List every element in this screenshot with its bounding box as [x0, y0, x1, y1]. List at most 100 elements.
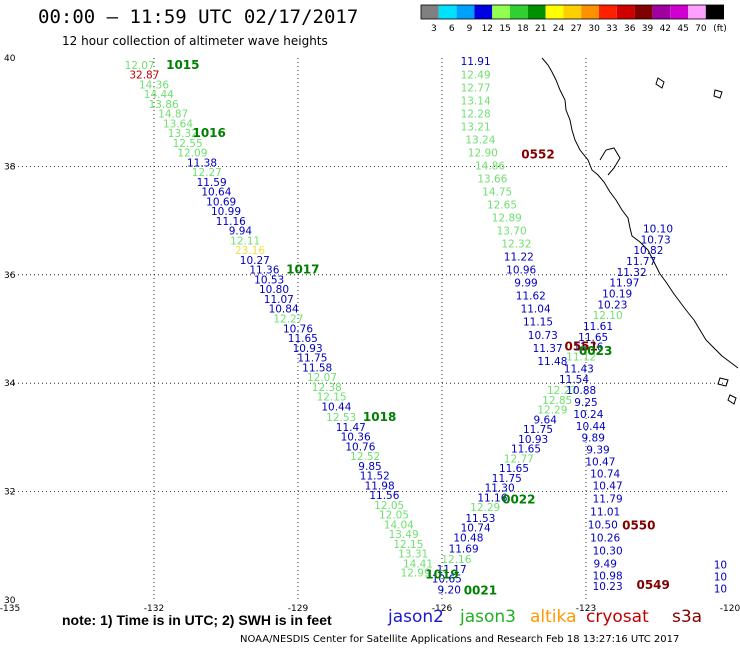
coastline [541, 57, 739, 369]
x-tick-label: -132 [144, 604, 164, 614]
wave-height-value: 10 [714, 560, 727, 572]
legend-swatch [545, 5, 564, 19]
legend-label: 30 [588, 24, 600, 34]
wave-height-value: 10 [714, 571, 727, 583]
wave-height-value: 11.98 [365, 480, 395, 492]
credit-line: NOAA/NESDIS Center for Satellite Applica… [240, 634, 680, 645]
legend-swatch [581, 5, 599, 19]
wave-height-value: 12.11 [230, 235, 260, 247]
wave-height-value: 12.05 [379, 510, 409, 522]
wave-height-value: 10.98 [593, 570, 623, 582]
wave-height-value: 12.27 [273, 313, 303, 325]
wave-height-value: 12.77 [461, 83, 491, 95]
wave-height-value: 13.14 [461, 96, 491, 108]
wave-height-value: 10.93 [293, 343, 323, 355]
wave-height-value: 10.10 [643, 224, 673, 236]
wave-height-value: 11.58 [302, 362, 332, 374]
legend-swatch [527, 5, 546, 19]
wave-height-value: 12.52 [350, 451, 380, 463]
wave-height-value: 11.43 [564, 363, 594, 375]
legend-swatch [492, 5, 510, 19]
wave-height-value: 10.96 [506, 265, 536, 277]
island [727, 394, 737, 405]
wave-height-value: 11.59 [197, 177, 227, 189]
wave-height-value: 13.32 [168, 128, 198, 140]
x-tick-label: -120 [720, 604, 740, 614]
wave-height-value: 12.10 [593, 310, 623, 322]
wave-height-value: 12.49 [461, 70, 491, 82]
wave-height-value: 9.89 [582, 433, 605, 445]
pass-time-label: 0549 [636, 578, 669, 592]
map-title: 00:00 – 11:59 UTC 02/17/2017 [38, 6, 359, 28]
wave-height-value: 10.44 [321, 401, 351, 413]
legend-label: 33 [606, 24, 617, 34]
wave-height-value: 9.20 [438, 584, 461, 596]
wave-height-value: 13.70 [497, 226, 527, 238]
wave-height-value: 11.07 [264, 294, 294, 306]
wave-height-value: 10.93 [518, 434, 548, 446]
pass-time-label: 0022 [502, 493, 535, 507]
wave-height-value: 11.16 [216, 216, 246, 228]
legend-swatch [652, 5, 671, 19]
wave-height-value: 14.44 [144, 89, 174, 101]
x-tick-label: -123 [576, 604, 596, 614]
wave-height-value: 12.55 [173, 138, 203, 150]
wave-height-value: 11.37 [533, 343, 563, 355]
wave-height-value: 10.44 [576, 421, 606, 433]
y-tick-label: 38 [4, 162, 16, 172]
wave-height-value: 12.32 [501, 239, 531, 251]
color-legend: 3 6 9 12 15 18 21 24 27 30 33 36 39 42 45 70 (ft) [420, 4, 727, 34]
legend-label: 39 [642, 24, 654, 34]
wave-height-value: 10.26 [590, 532, 620, 544]
pass-time-label: 0551 [564, 340, 597, 354]
wave-height-value: 11.17 [437, 564, 467, 576]
wave-height-value: 13.66 [477, 174, 507, 186]
wave-height-value: 13.64 [163, 118, 193, 130]
wave-height-value: 10.74 [590, 469, 620, 481]
wave-height-value: 10.47 [585, 457, 615, 469]
wave-height-value: 10.53 [254, 274, 284, 286]
wave-height-value: 10.74 [461, 523, 491, 535]
pass-time-label: 0023 [579, 344, 612, 358]
wave-height-value: 14.04 [384, 519, 414, 531]
wave-height-value: 14.86 [475, 161, 505, 173]
legend-swatch [634, 5, 653, 19]
wave-height-value: 10.99 [211, 206, 241, 218]
satellite-s3a: s3a [672, 607, 703, 627]
wave-height-value: 13.86 [149, 99, 179, 111]
legend-label: 21 [535, 24, 546, 34]
legend-unit: (ft) [713, 24, 727, 34]
legend-label: 45 [677, 24, 688, 34]
legend-label: 9 [467, 24, 473, 34]
wave-height-value: 11.54 [559, 374, 589, 386]
legend-swatch [438, 5, 457, 19]
x-tick-label: -129 [288, 604, 309, 614]
wave-height-value: 10 [714, 583, 727, 595]
wave-height-value: 11.56 [369, 490, 399, 502]
wave-height-value: 11.75 [492, 473, 522, 485]
wave-height-value: 10.48 [453, 532, 483, 544]
wave-height-value: 23.16 [235, 245, 265, 257]
wave-height-value: 14.36 [139, 79, 169, 91]
wave-height-value: 11.77 [626, 256, 656, 268]
wave-height-value: 10.23 [593, 581, 623, 593]
wave-height-value: 11.47 [336, 422, 366, 434]
wave-height-value: 9.94 [229, 226, 253, 238]
wave-height-value: 11.76 [573, 342, 603, 354]
wave-height-value: 11.12 [566, 351, 596, 363]
wave-height-value: 12.15 [393, 539, 423, 551]
wave-height-value: 11.53 [465, 513, 495, 525]
legend-label: 27 [571, 24, 582, 34]
wave-height-value: 14.75 [482, 187, 512, 199]
wave-height-value: 32.87 [129, 70, 159, 82]
pass-time-label: 1017 [286, 263, 319, 277]
wave-height-value: 14.41 [403, 558, 433, 570]
wave-height-value: 10.19 [602, 289, 632, 301]
wave-height-value: 11.65 [499, 463, 529, 475]
legend-swatch [599, 5, 617, 19]
legend-label: 6 [449, 24, 455, 34]
wave-height-value: 13.31 [398, 549, 428, 561]
legend-label: 15 [499, 24, 510, 34]
wave-height-value: 13.24 [465, 135, 495, 147]
